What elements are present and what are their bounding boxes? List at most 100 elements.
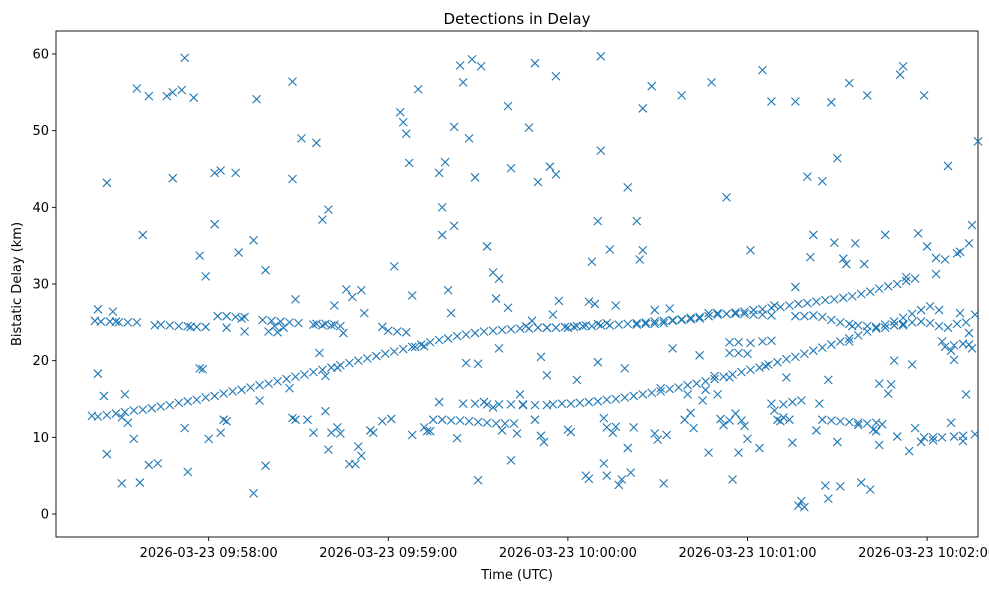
detection-marker bbox=[817, 343, 827, 353]
detection-marker bbox=[844, 417, 854, 427]
detection-marker bbox=[916, 437, 926, 447]
detection-marker bbox=[222, 323, 232, 333]
detection-marker bbox=[970, 310, 980, 320]
detection-marker bbox=[503, 101, 513, 111]
detection-marker bbox=[344, 358, 354, 368]
detection-marker bbox=[722, 192, 731, 202]
detection-marker bbox=[650, 319, 660, 329]
detection-marker bbox=[551, 169, 561, 179]
detection-marker bbox=[333, 363, 342, 372]
detection-marker bbox=[147, 403, 157, 413]
detection-marker bbox=[659, 478, 669, 488]
detection-marker bbox=[461, 358, 471, 368]
detection-marker bbox=[117, 413, 127, 422]
detection-marker bbox=[698, 396, 707, 405]
detection-marker bbox=[796, 496, 806, 506]
detection-marker bbox=[201, 393, 211, 402]
detection-marker bbox=[371, 351, 381, 361]
detection-marker bbox=[596, 146, 606, 155]
detection-marker bbox=[707, 77, 716, 87]
detection-marker bbox=[318, 365, 327, 375]
detection-marker bbox=[602, 318, 612, 328]
detection-marker bbox=[195, 251, 205, 261]
detection-marker bbox=[473, 359, 483, 369]
detection-marker bbox=[479, 397, 489, 407]
detection-marker bbox=[123, 317, 133, 327]
detection-marker bbox=[614, 320, 624, 330]
detection-marker bbox=[683, 390, 693, 399]
detection-marker bbox=[635, 255, 645, 264]
detection-marker bbox=[629, 422, 639, 432]
detection-marker bbox=[506, 324, 516, 334]
y-axis-label: Bistatic Delay (km) bbox=[10, 222, 25, 346]
detection-marker bbox=[874, 284, 884, 293]
detection-marker bbox=[458, 77, 468, 87]
detection-marker bbox=[183, 396, 193, 406]
detection-marker bbox=[407, 342, 417, 352]
detection-marker bbox=[602, 395, 612, 405]
detection-marker bbox=[949, 355, 959, 365]
detection-marker bbox=[898, 319, 908, 329]
detection-marker bbox=[835, 482, 845, 491]
detection-marker bbox=[144, 91, 154, 101]
detection-marker bbox=[949, 340, 959, 350]
detection-marker bbox=[826, 340, 836, 349]
detection-marker bbox=[910, 274, 920, 284]
y-tick-label: 10 bbox=[32, 431, 49, 446]
detection-marker bbox=[353, 442, 363, 451]
detection-marker bbox=[180, 423, 190, 433]
detection-marker bbox=[596, 51, 606, 61]
detection-marker bbox=[844, 334, 854, 343]
detection-marker bbox=[297, 133, 306, 143]
detection-marker bbox=[940, 255, 950, 264]
detection-marker bbox=[826, 315, 836, 325]
detection-marker bbox=[395, 107, 405, 117]
detection-marker bbox=[377, 416, 387, 426]
detection-marker bbox=[776, 416, 785, 426]
detection-marker bbox=[826, 416, 836, 425]
detection-marker bbox=[365, 426, 375, 435]
y-tick-label: 20 bbox=[32, 354, 49, 369]
detection-marker bbox=[862, 321, 872, 331]
detection-marker bbox=[330, 320, 339, 330]
detection-marker bbox=[488, 403, 498, 412]
detection-marker bbox=[497, 325, 507, 335]
detection-marker bbox=[506, 163, 516, 173]
detection-marker bbox=[668, 344, 678, 353]
detection-marker bbox=[557, 399, 567, 408]
detection-marker bbox=[231, 312, 240, 322]
detection-marker bbox=[919, 91, 929, 100]
detection-marker bbox=[659, 316, 669, 326]
detection-marker bbox=[817, 312, 827, 322]
detection-marker bbox=[844, 337, 854, 346]
detection-marker bbox=[620, 363, 630, 373]
detection-marker bbox=[949, 432, 959, 441]
detection-marker bbox=[446, 416, 456, 425]
detection-marker bbox=[758, 337, 767, 346]
detection-marker bbox=[216, 166, 226, 175]
detection-marker bbox=[503, 303, 513, 313]
detection-marker bbox=[695, 314, 704, 323]
detection-marker bbox=[446, 308, 456, 318]
detection-marker bbox=[315, 348, 324, 358]
detection-marker bbox=[228, 386, 238, 396]
chart-title: Detections in Delay bbox=[444, 10, 591, 28]
detection-marker bbox=[168, 173, 178, 183]
detection-marker bbox=[285, 383, 294, 393]
detection-marker bbox=[710, 374, 719, 384]
detection-marker bbox=[506, 455, 516, 465]
detection-marker bbox=[758, 310, 767, 320]
detection-marker bbox=[593, 396, 603, 406]
detection-marker bbox=[808, 230, 818, 240]
detection-marker bbox=[841, 259, 851, 269]
detection-marker bbox=[874, 379, 884, 389]
detection-marker bbox=[847, 291, 857, 301]
detection-marker bbox=[650, 429, 660, 438]
detection-marker bbox=[324, 445, 333, 454]
detection-marker bbox=[213, 311, 223, 321]
detection-marker bbox=[407, 430, 417, 440]
detection-marker bbox=[770, 406, 779, 415]
detection-marker bbox=[464, 416, 474, 426]
detection-marker bbox=[294, 318, 303, 328]
detection-marker bbox=[934, 305, 944, 315]
